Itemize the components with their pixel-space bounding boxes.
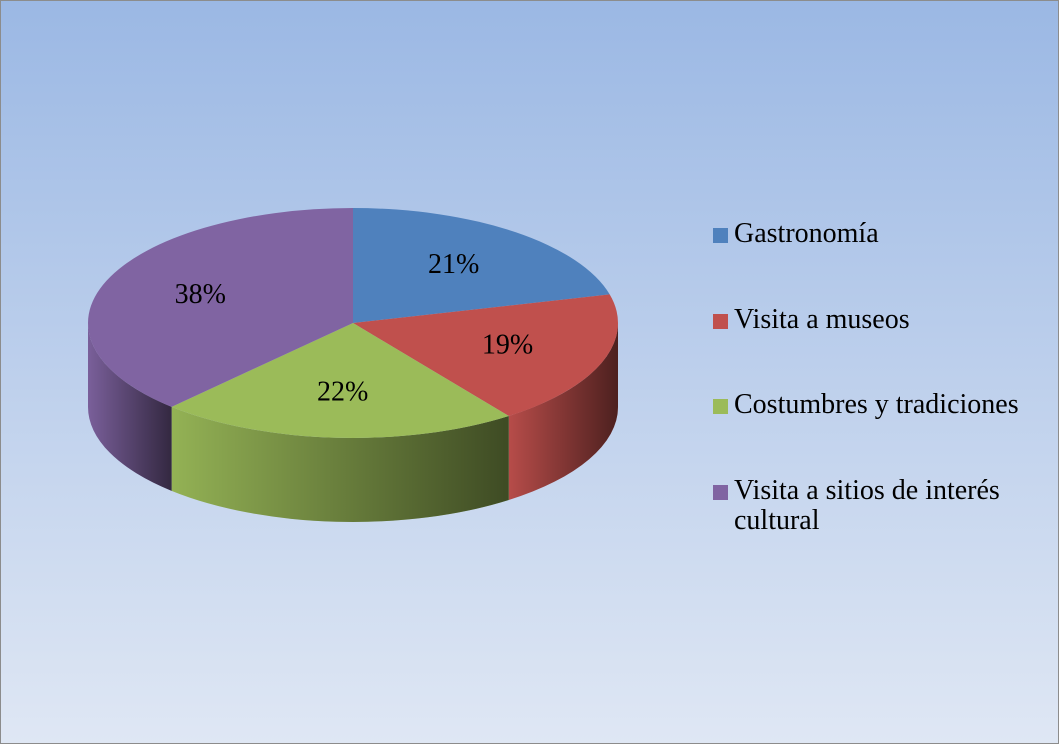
- slice-side-shade: [88, 323, 172, 491]
- data-label: 21%: [428, 249, 479, 280]
- data-label: 22%: [317, 377, 368, 408]
- legend-label: Costumbres y tradiciones: [734, 389, 1019, 420]
- slice: [353, 208, 610, 323]
- data-label: 38%: [175, 279, 226, 310]
- legend-swatch: [713, 228, 728, 243]
- data-label: 19%: [482, 330, 533, 361]
- legend-entry: Gastronomía: [713, 219, 1053, 249]
- pie: 21% 19% 22% 38%: [88, 208, 618, 522]
- legend-swatch: [713, 399, 728, 414]
- legend-entry: Visita a sitios de interés cultural: [713, 474, 1053, 536]
- slice: [353, 294, 618, 417]
- slice: [171, 323, 509, 438]
- legend-swatch: [713, 313, 728, 329]
- slice: [88, 208, 354, 407]
- slice-side-shade: [508, 323, 618, 501]
- legend-swatch: [713, 484, 728, 500]
- legend-entry: Visita a museos: [713, 303, 1053, 335]
- legend-label: Visita a museos: [734, 303, 910, 335]
- legend-label: Gastronomía: [734, 218, 879, 249]
- legend-entry: Costumbres y tradiciones: [713, 390, 1053, 420]
- legend-label: Visita a sitios de interés cultural: [734, 474, 1000, 536]
- slice-side-shade: [171, 406, 509, 522]
